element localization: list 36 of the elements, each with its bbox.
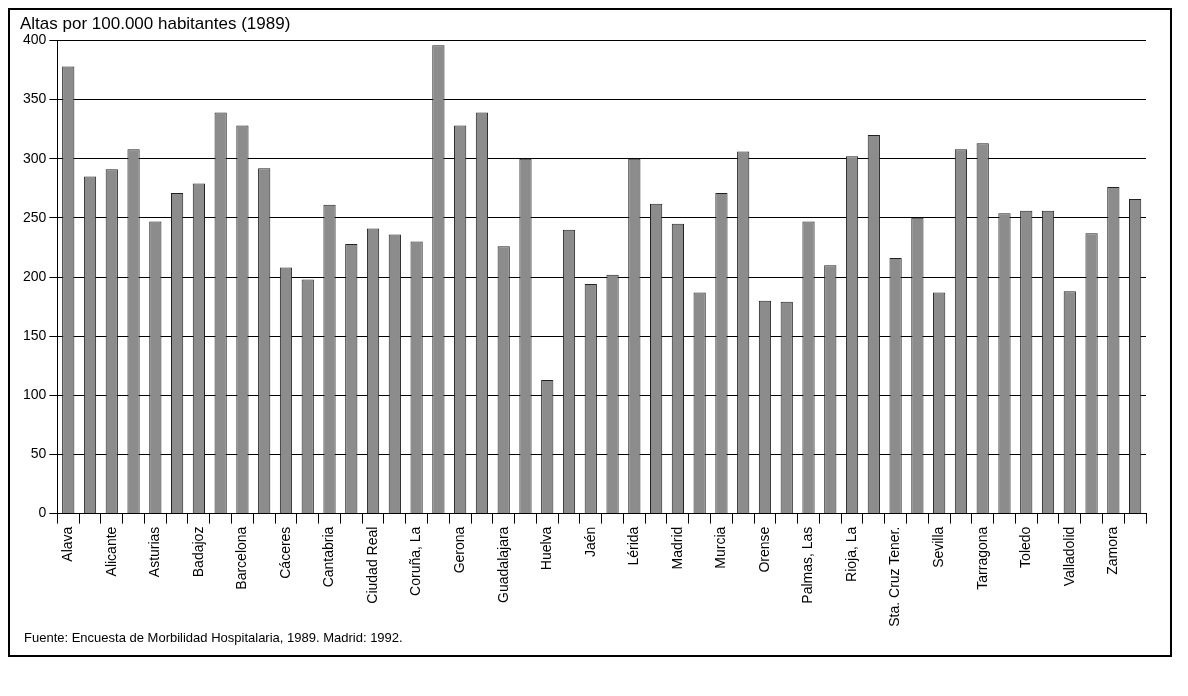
x-tick-label: Palmas, Las (799, 526, 816, 604)
x-tick-label: Barcelona (233, 526, 250, 590)
x-tick-label: Lérida (625, 526, 642, 566)
x-tick-label: Badajoz (189, 526, 206, 578)
y-tick-label: 150 (23, 327, 47, 344)
x-tick-label: Guadalajara (494, 526, 511, 603)
x-tick-label: Orense (755, 526, 772, 573)
x-tick-label: Alava (59, 526, 76, 562)
y-tick-label: 350 (23, 90, 47, 107)
x-tick-label: Ciudad Real (363, 526, 380, 604)
x-tick-label: Coruña, La (407, 526, 424, 596)
x-tick-label: Zamora (1104, 526, 1121, 575)
x-tick-label: Asturias (146, 526, 163, 578)
y-tick-label: 400 (23, 31, 47, 48)
x-tick-label: Toledo (1017, 526, 1034, 568)
y-tick-label: 250 (23, 208, 47, 225)
x-tick-label: Gerona (451, 526, 468, 574)
x-tick-label: Rioja, La (842, 526, 859, 582)
x-tick-label: Sevilla (930, 526, 947, 568)
x-tick-label: Huelva (538, 526, 555, 571)
x-tick-label: Jaén (581, 526, 598, 557)
x-tick-label: Cáceres (276, 526, 293, 579)
y-tick-label: 100 (23, 386, 47, 403)
x-tick-label: Madrid (668, 526, 685, 570)
x-tick-label: Sta. Cruz Tener. (886, 526, 903, 627)
y-tick-label: 50 (30, 445, 47, 462)
y-tick-label: 200 (23, 267, 47, 284)
source-note: Fuente: Encuesta de Morbilidad Hospitalaria, 1989. Madrid: 1992. (24, 630, 404, 645)
y-tick-label: 0 (38, 504, 47, 521)
x-tick-label: Murcia (712, 526, 729, 569)
x-tick-label: Alicante (102, 526, 119, 577)
x-tick-label: Cantabria (320, 526, 337, 588)
x-tick-label: Valladolid (1060, 526, 1077, 587)
chart-title: Altas por 100.000 habitantes (1989) (20, 13, 291, 33)
x-tick-label: Tarragona (973, 526, 990, 590)
y-tick-label: 300 (23, 149, 47, 166)
